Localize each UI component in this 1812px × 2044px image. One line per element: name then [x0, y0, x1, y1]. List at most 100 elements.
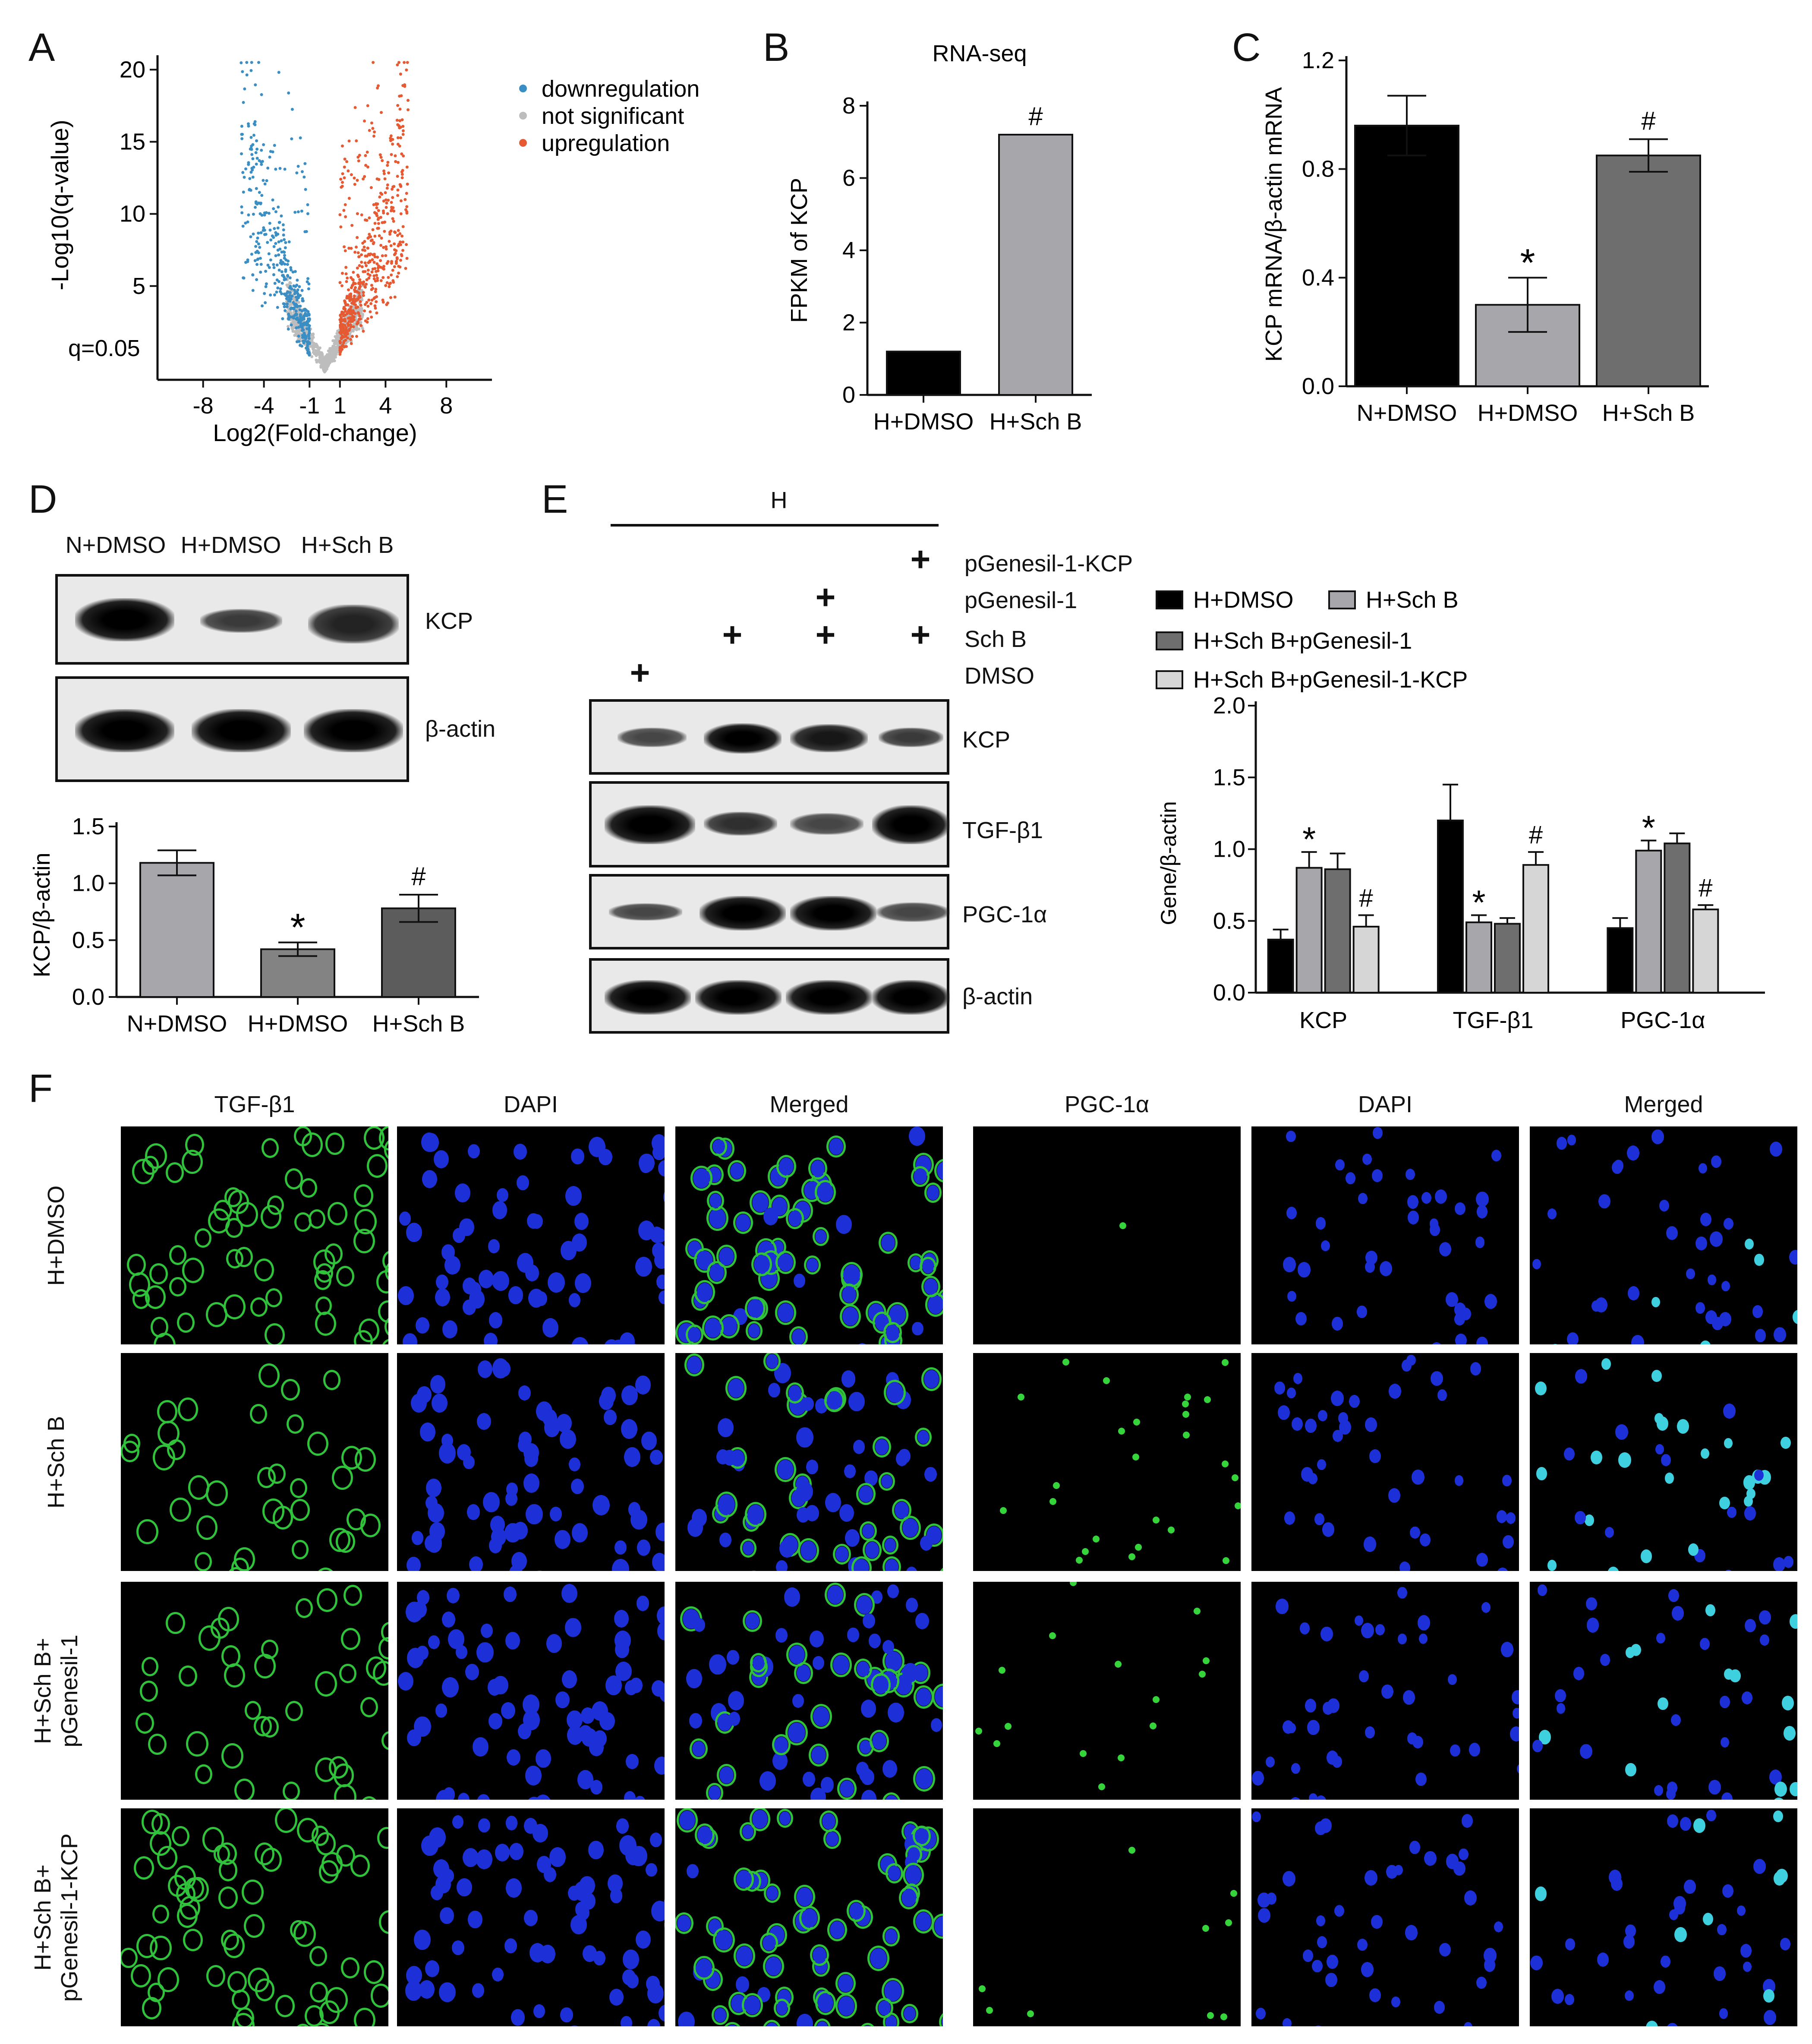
stained-cell: [258, 1363, 280, 1388]
nucleus: [426, 1479, 441, 1498]
point-up: [400, 170, 403, 173]
nucleus: [796, 1507, 810, 1523]
nucleus: [687, 1864, 699, 1878]
point-up: [370, 238, 374, 242]
point-down: [306, 280, 309, 284]
point-up: [398, 144, 401, 148]
nucleus: [442, 1868, 454, 1883]
point-down: [296, 278, 299, 282]
stained-cell: [932, 1684, 943, 1710]
point-up: [343, 330, 347, 334]
point-up: [400, 118, 404, 122]
nucleus: [1287, 1290, 1297, 1302]
point-up: [382, 211, 385, 214]
y-axis-label: Gene/β-actin: [1157, 801, 1181, 925]
point-not-significant: [297, 301, 300, 304]
point-down: [293, 270, 297, 273]
plus-sign: +: [815, 578, 836, 616]
nucleus: [1666, 1788, 1676, 1800]
nucleus: [861, 1700, 876, 1718]
point-up: [347, 169, 350, 173]
point-down: [307, 313, 311, 316]
point-down: [242, 190, 245, 194]
point-up: [371, 228, 375, 231]
point-up: [363, 218, 367, 222]
nucleus: [635, 1257, 652, 1277]
panel-label-c: C: [1232, 25, 1261, 69]
point-down: [275, 290, 278, 294]
nucleus: [1287, 1722, 1296, 1734]
nucleus: [463, 1299, 476, 1315]
point-up: [359, 324, 362, 327]
point-up: [375, 270, 378, 273]
nucleus: [1380, 1261, 1393, 1277]
point-up: [393, 265, 396, 268]
point-up: [338, 340, 342, 343]
stained-cell: [1098, 1783, 1106, 1790]
point-not-significant: [351, 328, 354, 332]
nucleus: [483, 1492, 500, 1513]
nucleus: [1743, 1496, 1753, 1507]
point-up: [390, 273, 393, 277]
point-down: [272, 263, 275, 266]
stained-cell: [786, 1643, 807, 1667]
stained-cell: [206, 1965, 226, 1987]
point-not-significant: [310, 355, 314, 358]
point-down: [306, 203, 309, 206]
point-up: [391, 268, 394, 272]
nucleus: [465, 1663, 479, 1681]
nucleus: [620, 1332, 635, 1344]
point-down: [273, 227, 276, 230]
nucleus: [435, 1274, 448, 1290]
point-down: [283, 238, 286, 241]
point-down: [241, 171, 245, 174]
stained-cell: [775, 1300, 797, 1325]
point-up: [378, 195, 381, 199]
nucleus: [1311, 2025, 1325, 2026]
point-down: [256, 258, 259, 261]
nucleus: [492, 1271, 508, 1290]
stained-cell: [377, 1826, 388, 1849]
point-up: [373, 222, 377, 225]
stained-cell: [913, 1909, 934, 1934]
nucleus: [615, 1641, 629, 1659]
nucleus: [1361, 1962, 1374, 1977]
stained-cell: [794, 1884, 816, 1909]
stained-cell: [810, 1944, 829, 1966]
point-not-significant: [305, 330, 309, 333]
blot-d-actin: [55, 676, 409, 782]
nucleus: [1460, 1307, 1472, 1320]
legend-label: H+Sch B+pGenesil-1: [1193, 628, 1412, 654]
stained-cell: [804, 1255, 821, 1275]
nucleus: [836, 1215, 852, 1234]
nucleus: [1373, 1127, 1383, 1139]
nucleus: [435, 1790, 453, 1800]
point-down: [287, 91, 290, 95]
nucleus: [1476, 1976, 1487, 1989]
stained-cell: [1133, 1419, 1141, 1426]
point-up: [378, 153, 382, 157]
point-down: [306, 277, 310, 281]
nucleus: [1496, 1568, 1509, 1571]
point-down: [298, 308, 302, 312]
stained-cell: [343, 1584, 362, 1606]
point-up: [389, 296, 392, 300]
stained-cell: [341, 1957, 359, 1978]
nucleus: [536, 1749, 551, 1768]
stained-cell: [1117, 1754, 1125, 1762]
stained-cell: [882, 1792, 901, 1800]
nucleus: [425, 1495, 438, 1511]
nucleus: [1780, 1938, 1790, 1950]
nucleus: [435, 1703, 447, 1718]
point-up: [349, 323, 352, 327]
nucleus: [841, 1370, 856, 1388]
stained-cell: [706, 1783, 723, 1800]
stained-cell: [774, 1999, 791, 2018]
point-down: [241, 224, 245, 228]
point-up: [347, 310, 351, 313]
nucleus: [1389, 1384, 1402, 1399]
nucleus: [1496, 1510, 1507, 1523]
point-down: [262, 179, 265, 182]
nucleus: [428, 1635, 440, 1649]
nucleus: [1303, 1949, 1313, 1962]
